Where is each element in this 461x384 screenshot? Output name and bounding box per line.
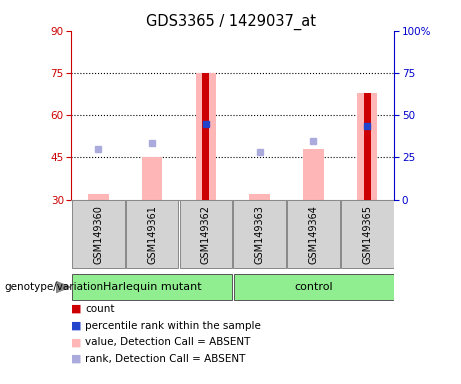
Text: ■: ■ xyxy=(71,354,82,364)
FancyBboxPatch shape xyxy=(72,200,124,268)
Text: percentile rank within the sample: percentile rank within the sample xyxy=(85,321,261,331)
Text: GSM149362: GSM149362 xyxy=(201,205,211,264)
FancyBboxPatch shape xyxy=(287,200,340,268)
FancyBboxPatch shape xyxy=(341,200,394,268)
Text: GSM149361: GSM149361 xyxy=(147,205,157,264)
Text: count: count xyxy=(85,304,115,314)
FancyBboxPatch shape xyxy=(179,200,232,268)
Bar xyxy=(357,93,378,200)
Bar xyxy=(303,149,324,200)
Bar xyxy=(202,73,209,200)
Text: ■: ■ xyxy=(71,321,82,331)
Text: GSM149360: GSM149360 xyxy=(93,205,103,264)
Text: ■: ■ xyxy=(71,304,82,314)
FancyBboxPatch shape xyxy=(235,274,394,300)
FancyBboxPatch shape xyxy=(233,200,286,268)
Text: Harlequin mutant: Harlequin mutant xyxy=(103,282,201,292)
Text: value, Detection Call = ABSENT: value, Detection Call = ABSENT xyxy=(85,337,251,347)
Text: GSM149364: GSM149364 xyxy=(308,205,319,264)
Bar xyxy=(88,194,109,200)
Text: GSM149365: GSM149365 xyxy=(362,205,372,264)
Bar xyxy=(142,157,162,200)
Bar xyxy=(364,93,371,200)
Text: rank, Detection Call = ABSENT: rank, Detection Call = ABSENT xyxy=(85,354,246,364)
Bar xyxy=(195,73,216,200)
Text: GSM149363: GSM149363 xyxy=(254,205,265,264)
Text: control: control xyxy=(294,282,333,292)
FancyBboxPatch shape xyxy=(126,200,178,268)
Text: ■: ■ xyxy=(71,337,82,347)
Text: genotype/variation: genotype/variation xyxy=(5,282,104,292)
Polygon shape xyxy=(56,281,70,293)
FancyBboxPatch shape xyxy=(72,274,232,300)
Text: GDS3365 / 1429037_at: GDS3365 / 1429037_at xyxy=(146,13,315,30)
Bar xyxy=(249,194,270,200)
